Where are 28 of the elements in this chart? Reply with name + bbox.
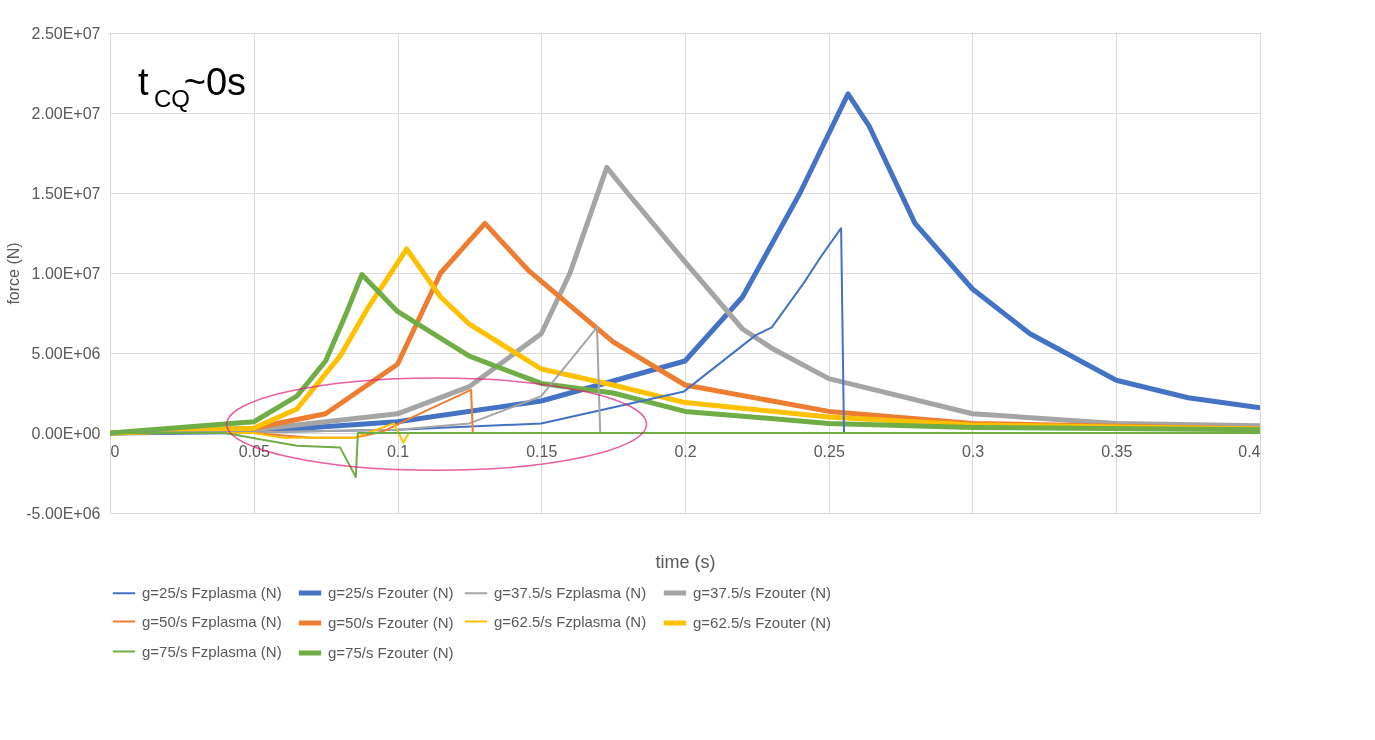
legend-label: g=37.5/s Fzplasma (N) — [494, 584, 647, 602]
y-tick-label: 5.00E+06 — [31, 344, 101, 362]
legend-label: g=62.5/s Fzouter (N) — [693, 614, 831, 631]
x-tick-label: 0.05 — [238, 442, 270, 460]
x-tick-label: 0.2 — [674, 442, 697, 460]
legend-label: g=62.5/s Fzplasma (N) — [494, 612, 647, 630]
y-tick-label: 2.50E+07 — [31, 24, 101, 42]
legend-label: g=50/s Fzplasma (N) — [142, 612, 282, 630]
x-tick-label: 0.4 — [1238, 442, 1261, 460]
x-tick-label: 0 — [110, 442, 120, 460]
legend-label: g=25/s Fzplasma (N) — [142, 584, 282, 602]
y-tick-label: 1.50E+07 — [31, 184, 101, 202]
y-axis-title: force (N) — [5, 242, 23, 305]
x-tick-label: 0.35 — [1101, 442, 1133, 460]
legend-label: g=75/s Fzplasma (N) — [142, 642, 282, 660]
x-tick-label: 0.25 — [813, 442, 845, 460]
y-tick-label: 1.00E+07 — [31, 264, 101, 282]
legend-label: g=75/s Fzouter (N) — [328, 644, 454, 661]
x-tick-label: 0.15 — [526, 442, 558, 460]
x-axis-title: time (s) — [655, 551, 716, 572]
x-tick-label: 0.3 — [961, 442, 985, 460]
y-tick-label: -5.00E+06 — [26, 504, 101, 522]
y-tick-label: 0.00E+00 — [31, 424, 101, 442]
legend-label: g=50/s Fzouter (N) — [328, 614, 454, 631]
legend-label: g=37.5/s Fzouter (N) — [693, 584, 831, 601]
x-tick-label: 0.1 — [386, 442, 410, 460]
y-tick-label: 2.00E+07 — [31, 104, 101, 122]
legend-label: g=25/s Fzouter (N) — [328, 584, 454, 601]
